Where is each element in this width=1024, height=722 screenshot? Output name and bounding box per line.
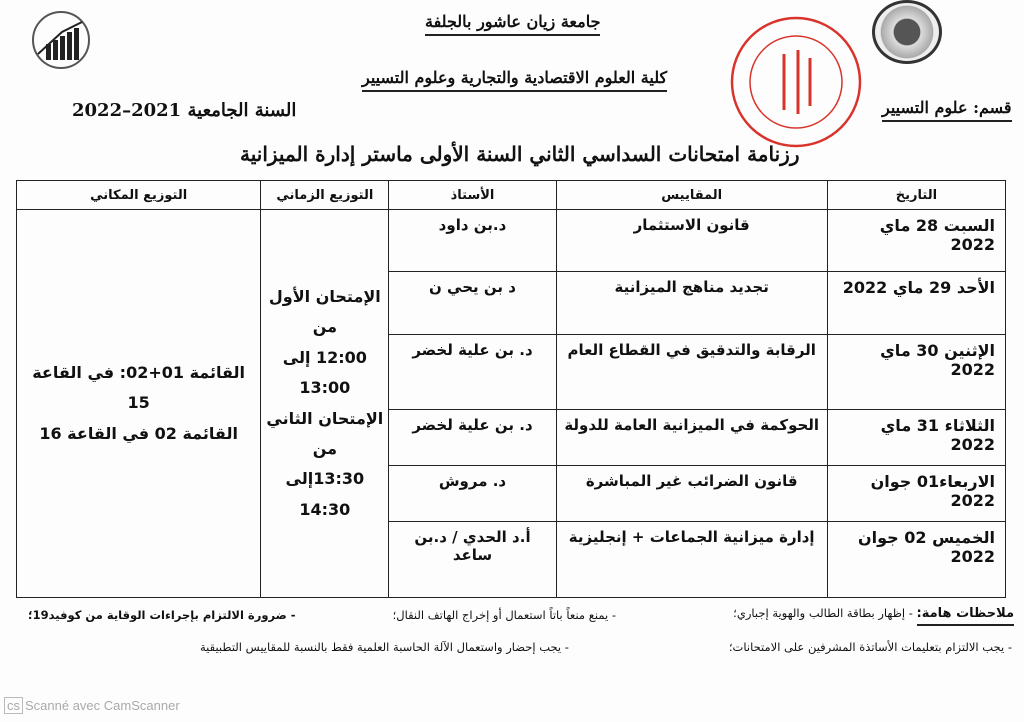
note-item: - يجب إحضار واستعمال الآلة الحاسبة العلم…	[200, 640, 569, 654]
date-cell: السبت 28 ماي 2022	[826, 209, 1007, 272]
date-cell: الإثنين 30 ماي 2022	[826, 334, 1007, 410]
date-cell: الخميس 02 جوان 2022	[826, 521, 1007, 598]
table-row: الإثنين 30 ماي 2022 الرقابة والتدقيق في …	[17, 334, 1007, 410]
time-line: 13:00	[299, 378, 351, 398]
column-header-time: التوزيع الزماني	[260, 180, 390, 210]
notes-section: ملاحظات هامة: - إظهار بطاقة الطالب والهو…	[733, 606, 1014, 626]
column-header-professor: الأستاذ	[388, 180, 557, 210]
professor-cell: د.بن داود	[388, 209, 557, 272]
subject-cell: قانون الضرائب غير المباشرة	[555, 465, 828, 522]
subject-cell: قانون الاستثمار	[555, 209, 828, 272]
professor-cell: د. بن علية لخضر	[388, 334, 557, 410]
table-row: السبت 28 ماي 2022 قانون الاستثمار د.بن د…	[15, 209, 1007, 598]
professor-cell: د بن يحي ن	[388, 271, 557, 335]
place-line: القائمة 02 في القاعة 16	[39, 423, 238, 443]
note-item: - ضرورة الالتزام بإجراءات الوقاية من كوف…	[28, 608, 296, 622]
university-logo-right	[872, 0, 942, 64]
subject-cell: تجديد مناهج الميزانية	[555, 271, 828, 335]
professor-cell: د. مروش	[388, 465, 557, 522]
subject-cell: الرقابة والتدقيق في القطاع العام	[555, 334, 828, 410]
official-stamp	[728, 14, 864, 150]
date-cell: الثلاثاء 31 ماي 2022	[826, 409, 1007, 466]
note-item: - يمنع منعاً باتاً استعمال أو إخراج الها…	[392, 608, 616, 622]
table-row: الثلاثاء 31 ماي 2022 الحوكمة في الميزاني…	[17, 409, 1007, 466]
professor-cell: د. بن علية لخضر	[388, 409, 557, 466]
column-header-subject: المقاييس	[555, 180, 828, 210]
professor-cell: أ.د الحدي / د.بن ساعد	[388, 521, 557, 598]
place-distribution-cell: القائمة 01+02: في القاعة 15 القائمة 02 ف…	[15, 209, 262, 598]
note-item: - يجب الالتزام بتعليمات الأساتذة المشرفي…	[728, 640, 1012, 654]
subject-cell: الحوكمة في الميزانية العامة للدولة	[555, 409, 828, 466]
time-line: 12:00 إلى	[282, 347, 367, 367]
date-cell: الأحد 29 ماي 2022	[826, 271, 1007, 335]
document-title: رزنامة امتحانات السداسي الثاني السنة الأ…	[240, 142, 800, 166]
date-cell: الاربعاء01 جوان 2022	[826, 465, 1007, 522]
time-line: 14:30	[299, 499, 351, 519]
time-line: 13:30إلى	[285, 469, 365, 489]
column-header-place: التوزيع المكاني	[15, 180, 262, 210]
time-line: الإمتحان الأول من	[268, 286, 381, 337]
place-line: القائمة 01+02: في القاعة 15	[32, 362, 246, 413]
notes-label: ملاحظات هامة:	[916, 606, 1014, 626]
watermark-text: Scanné avec CamScanner	[25, 698, 180, 713]
subject-cell: إدارة ميزانية الجماعات + إنجليزية	[555, 521, 828, 598]
table-row: الخميس 02 جوان 2022 إدارة ميزانية الجماع…	[17, 521, 1007, 598]
department-name: قسم: علوم التسيير	[882, 98, 1012, 122]
table-header-row: التاريخ المقاييس الأستاذ التوزيع الزماني…	[15, 180, 1007, 210]
time-distribution-cell: الإمتحان الأول من 12:00 إلى 13:00 الإمتح…	[260, 209, 390, 598]
faculty-logo-left	[22, 10, 100, 70]
column-header-date: التاريخ	[826, 180, 1007, 210]
table-row: الأحد 29 ماي 2022 تجديد مناهج الميزانية …	[17, 271, 1007, 335]
university-name: جامعة زيان عاشور بالجلفة	[425, 12, 601, 36]
academic-year: السنة الجامعية 2021–2022	[72, 100, 297, 121]
cs-logo-icon: cs	[4, 697, 23, 714]
exam-schedule-table: التاريخ المقاييس الأستاذ التوزيع الزماني…	[15, 180, 1007, 598]
faculty-name: كلية العلوم الاقتصادية والتجارية وعلوم ا…	[362, 68, 668, 92]
note-item: - إظهار بطاقة الطالب والهوية إجباري؛	[733, 606, 913, 620]
camscanner-watermark: cs Scanné avec CamScanner	[4, 697, 180, 714]
time-line: الإمتحان الثاني من	[266, 408, 384, 458]
